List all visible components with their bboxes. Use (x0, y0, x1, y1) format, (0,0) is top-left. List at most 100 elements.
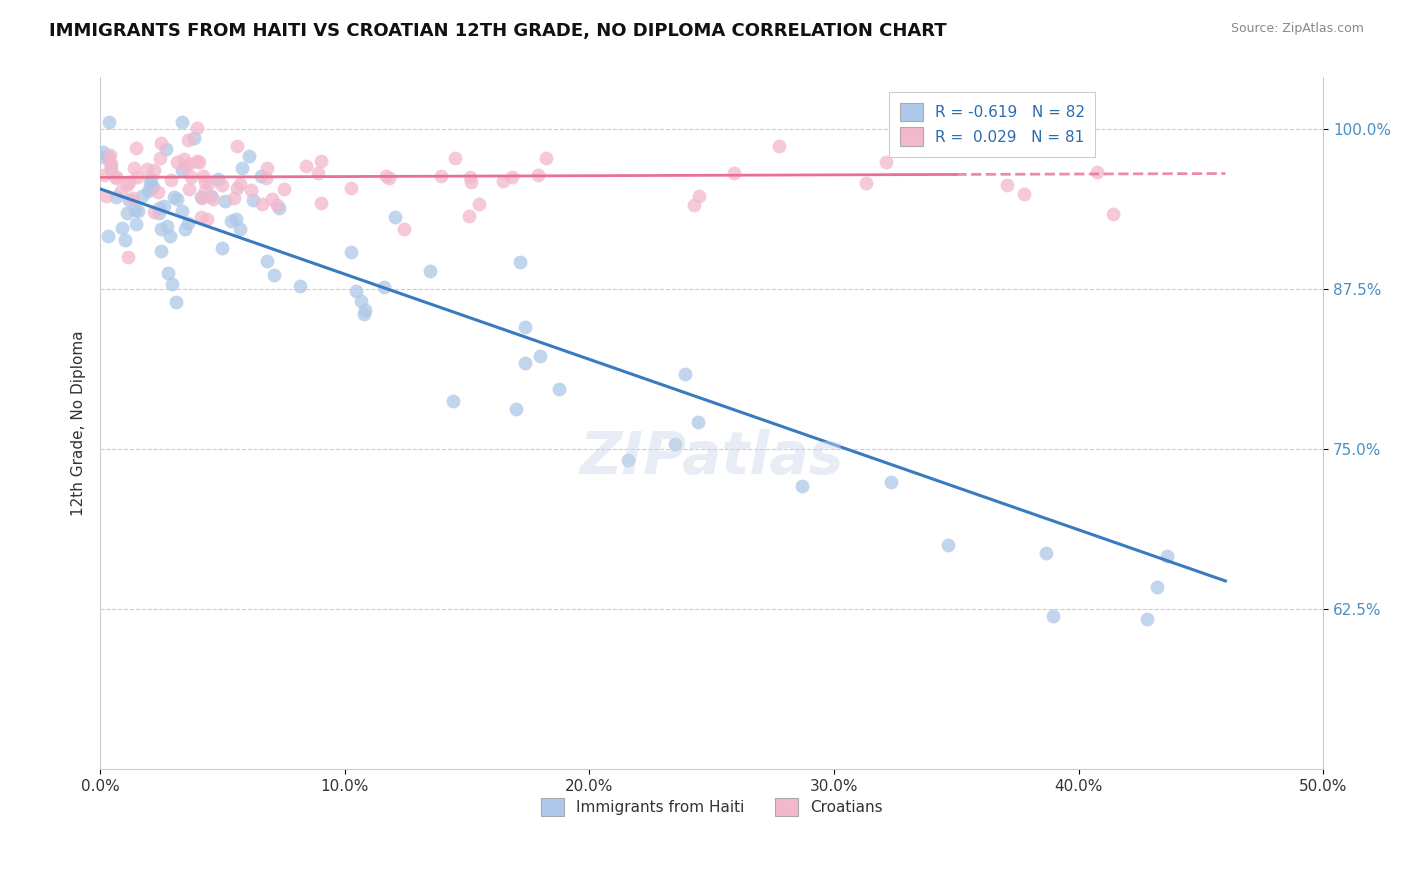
Point (170, 203, 193, 218)
Point (191, 190, 214, 204)
Point (492, 173, 515, 187)
Point (143, 204, 166, 219)
Point (93, 168, 115, 182)
Point (149, 151, 172, 165)
Point (180, 169, 202, 184)
Point (458, 169, 481, 184)
Point (1136, 612, 1159, 626)
Point (229, 177, 252, 191)
Point (995, 178, 1018, 192)
Point (186, 154, 208, 169)
Point (256, 161, 278, 175)
Point (547, 382, 569, 396)
Point (173, 152, 195, 166)
Point (160, 277, 183, 291)
Point (118, 193, 141, 207)
Point (855, 176, 877, 190)
Point (111, 221, 134, 235)
Point (122, 191, 145, 205)
Point (256, 253, 278, 268)
Point (242, 193, 264, 207)
Text: IMMIGRANTS FROM HAITI VS CROATIAN 12TH GRADE, NO DIPLOMA CORRELATION CHART: IMMIGRANTS FROM HAITI VS CROATIAN 12TH G… (49, 22, 946, 40)
Point (211, 241, 233, 255)
Point (309, 196, 332, 211)
Point (155, 142, 177, 156)
Point (239, 183, 262, 197)
Point (938, 538, 960, 552)
Point (198, 176, 221, 190)
Point (211, 178, 233, 193)
Point (441, 393, 464, 408)
Point (100, 161, 122, 176)
Point (617, 453, 640, 467)
Point (353, 307, 375, 321)
Point (194, 175, 217, 189)
Point (307, 166, 329, 180)
Point (238, 148, 260, 162)
Point (458, 210, 481, 224)
Point (104, 169, 127, 184)
Point (118, 175, 141, 189)
Point (148, 206, 170, 220)
Point (159, 229, 181, 244)
Point (149, 222, 172, 236)
Point (1042, 608, 1064, 623)
Point (177, 133, 200, 147)
Point (373, 280, 395, 294)
Point (1012, 186, 1035, 201)
Legend: Immigrants from Haiti, Croatians: Immigrants from Haiti, Croatians (533, 790, 890, 824)
Text: ZIPatlas: ZIPatlas (579, 429, 844, 486)
Point (139, 172, 162, 186)
Point (183, 131, 205, 145)
Point (1085, 164, 1108, 178)
Point (91, 150, 114, 164)
Point (339, 180, 361, 194)
Point (1146, 580, 1168, 594)
Point (174, 222, 197, 236)
Point (117, 250, 139, 264)
Point (394, 222, 416, 236)
Point (529, 349, 551, 363)
Point (683, 198, 706, 212)
Point (195, 211, 218, 226)
Point (290, 279, 312, 293)
Point (1102, 207, 1125, 221)
Point (188, 154, 211, 169)
Point (98, 155, 121, 169)
Point (225, 139, 247, 153)
Point (309, 153, 332, 168)
Point (127, 204, 149, 219)
Point (273, 182, 295, 196)
Point (222, 191, 245, 205)
Point (225, 211, 247, 226)
Point (219, 214, 242, 228)
Point (174, 159, 197, 173)
Point (509, 255, 531, 269)
Point (263, 268, 285, 282)
Point (207, 171, 229, 186)
Point (142, 180, 165, 194)
Point (97, 115, 120, 129)
Point (122, 161, 145, 176)
Point (117, 178, 139, 192)
Point (104, 170, 127, 185)
Point (170, 115, 193, 129)
Point (673, 368, 696, 382)
Point (875, 155, 897, 169)
Point (149, 136, 172, 150)
Point (136, 162, 159, 177)
Point (142, 163, 165, 178)
Point (96, 189, 118, 203)
Point (190, 211, 212, 225)
Point (166, 193, 188, 207)
Point (768, 138, 790, 153)
Point (375, 169, 398, 183)
Point (378, 171, 401, 186)
Point (294, 159, 316, 173)
Point (419, 264, 441, 278)
Point (1035, 546, 1057, 560)
Point (460, 175, 482, 189)
Point (139, 176, 162, 190)
Point (166, 154, 188, 169)
Point (176, 216, 198, 230)
